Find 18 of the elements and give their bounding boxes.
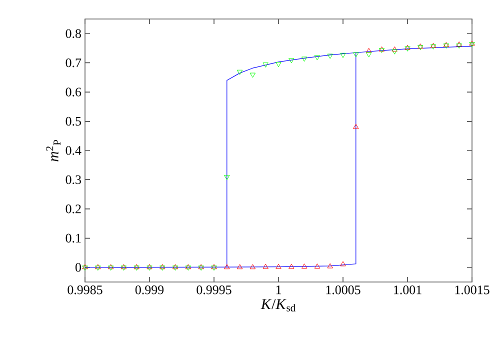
y-tick-label: 0.4 <box>66 146 82 155</box>
y-tick-label: 0 <box>76 263 81 272</box>
y-axis-title: m$^{2}$P <box>46 140 60 162</box>
x-tick-label: 0.999 <box>135 286 164 294</box>
x-tick-label: 0.9985 <box>68 286 102 294</box>
x-tick-label: 1.001 <box>394 286 422 294</box>
x-tick-label: 1 <box>276 286 281 294</box>
x-tick-label: 1.0015 <box>455 286 490 294</box>
y-tick-label: 0.2 <box>66 204 81 214</box>
y-tick-label: 0.8 <box>66 29 81 38</box>
y-tick-label: 0.6 <box>66 88 82 96</box>
y-tick-label: 0.1 <box>66 234 81 243</box>
y-tick-label: 0.7 <box>66 58 82 68</box>
x-tick-label: 0.9995 <box>196 286 232 294</box>
x-tick-label: 1.0005 <box>326 286 360 294</box>
y-tick-label: 0.3 <box>66 175 81 184</box>
y-tick-label: 0.5 <box>66 116 81 126</box>
x-axis-title: K/K$_{sd}$ <box>260 299 296 312</box>
